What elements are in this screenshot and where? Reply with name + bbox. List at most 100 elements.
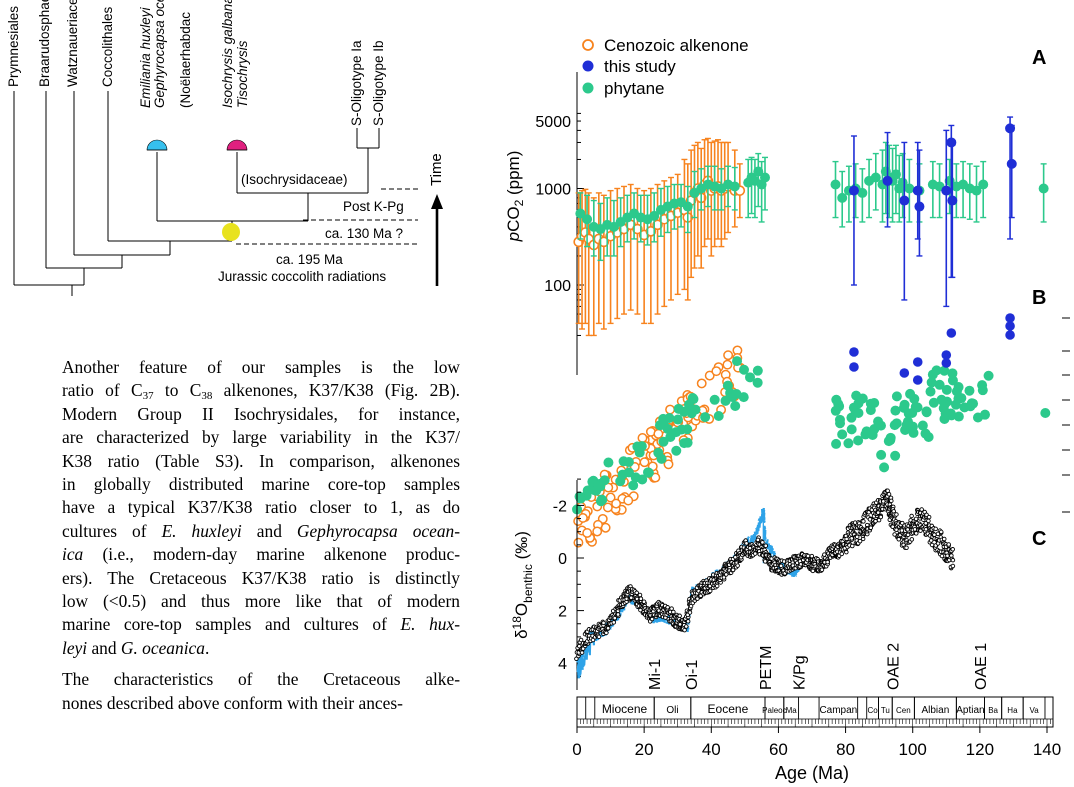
data-point: [645, 226, 657, 237]
data-point: [596, 494, 607, 505]
text-run: Another feature of our samples is the lo…: [62, 357, 460, 377]
data-point: [709, 394, 720, 405]
data-point: [735, 563, 740, 568]
data-point: [658, 413, 669, 424]
epoch-label: Va: [1029, 706, 1039, 715]
data-point: [1005, 330, 1015, 340]
data-point: [671, 445, 682, 456]
phylogeny-tree: Prymnesiales Braarudosphaeraceae Watznau…: [6, 0, 445, 296]
data-point: [878, 514, 884, 520]
data-point: [601, 620, 606, 626]
data-point: [869, 398, 880, 409]
x-tick-label: 80: [836, 740, 855, 759]
data-point: [947, 368, 958, 379]
text-line: have a typical K37/K38 ratio closer to 1…: [30, 496, 460, 519]
data-point: [839, 551, 845, 557]
data-point: [778, 563, 784, 569]
panel-c-y-label: δ18Obenthic (‰): [510, 531, 535, 639]
data-point: [885, 435, 896, 446]
panel-a-tick-label: 1000: [535, 182, 571, 199]
text-line: K38 ratio (Table S3). In comparison, alk…: [30, 450, 460, 473]
data-point: [913, 516, 919, 522]
x-tick-label: 140: [1033, 740, 1061, 759]
data-point: [707, 588, 713, 594]
taxon-label-isochrysis-galbana: Isochrysis galbana: [220, 0, 235, 108]
data-point: [936, 394, 947, 405]
text-line: are characterized by large variability i…: [30, 426, 460, 449]
data-point: [848, 185, 859, 196]
data-point: [965, 401, 976, 412]
data-point: [658, 436, 669, 447]
data-point: [598, 236, 610, 248]
data-point: [831, 394, 842, 405]
taxon-label-braarudosphaeraceae: Braarudosphaeraceae: [37, 0, 52, 87]
epoch-label: Ba: [988, 706, 998, 715]
species-name: Gephyrocapsa ocean-: [296, 520, 461, 541]
data-point: [634, 447, 645, 458]
panel-label-c: C: [1032, 528, 1046, 550]
epoch-label: Cen: [896, 706, 911, 715]
data-point: [730, 401, 741, 412]
series-this-study: [848, 116, 1017, 308]
data-point: [890, 450, 901, 461]
data-point: [721, 575, 727, 580]
paragraph-k37-k38: Another feature of our samples is the lo…: [30, 356, 460, 660]
x-tick-label: 120: [966, 740, 994, 759]
paragraph-cretaceous-alkenones: The characteristics of the Cretaceous al…: [30, 668, 460, 715]
data-point: [860, 429, 871, 440]
data-point: [941, 358, 952, 368]
epoch-label: Paleoc: [762, 706, 786, 715]
data-point: [713, 411, 724, 422]
data-point: [638, 607, 643, 613]
data-point: [983, 370, 994, 381]
text-line: ratio of C37 to C38 alkenones, K37/K38 (…: [30, 379, 460, 402]
x-tick-label: 40: [702, 740, 721, 759]
data-point: [889, 498, 894, 504]
text-run: cultures of: [62, 520, 162, 541]
species-name: leyi: [62, 637, 88, 658]
panel-c-tick-label: -2: [553, 498, 567, 515]
text-run: and: [241, 520, 297, 541]
subscript: 37: [142, 390, 154, 403]
ancestral-node-marker: [222, 223, 240, 241]
text-line: in globally distributed marine core-top …: [30, 473, 460, 496]
data-point: [679, 438, 690, 449]
text-run: to C: [153, 380, 202, 401]
data-point: [662, 423, 673, 434]
data-point: [663, 459, 674, 470]
data-point: [711, 366, 722, 377]
data-point: [925, 386, 936, 397]
data-point: [653, 428, 664, 439]
taxon-label-gephyrocapsa: Gephyrocapsa oce: [152, 0, 167, 108]
data-point: [615, 612, 621, 617]
data-point: [722, 359, 733, 370]
text-run: K38 ratio (Table S3). In comparison, alk…: [62, 450, 460, 471]
x-tick-label: 0: [572, 740, 581, 759]
event-label: Mi-1: [647, 659, 664, 690]
data-point: [876, 449, 887, 460]
data-point: [939, 553, 945, 559]
series-phytane: [575, 141, 1049, 262]
panel-b: B: [572, 287, 1070, 548]
data-point: [950, 547, 955, 552]
data-point: [956, 393, 967, 404]
species-name: E. hux-: [400, 614, 460, 635]
event-label: OAE 1: [973, 643, 990, 690]
data-point: [928, 397, 939, 408]
data-point: [894, 512, 899, 517]
data-point: [923, 432, 934, 443]
data-point: [875, 510, 881, 515]
data-point: [853, 408, 864, 419]
event-195-ma: ca. 195 Ma: [276, 252, 343, 267]
epoch-label: Ha: [1007, 706, 1018, 715]
data-point: [899, 368, 910, 378]
data-point: [650, 472, 661, 483]
data-point: [649, 210, 660, 221]
text-run: are characterized by large variability i…: [62, 427, 460, 448]
legend-marker: [582, 82, 594, 94]
data-point: [912, 357, 923, 367]
text-run: have a typical K37/K38 ratio closer to 1…: [62, 497, 460, 518]
taxon-label-prymnesiales: Prymnesiales: [6, 6, 21, 87]
data-point: [685, 619, 691, 624]
species-name: G. oceanica: [120, 637, 205, 658]
